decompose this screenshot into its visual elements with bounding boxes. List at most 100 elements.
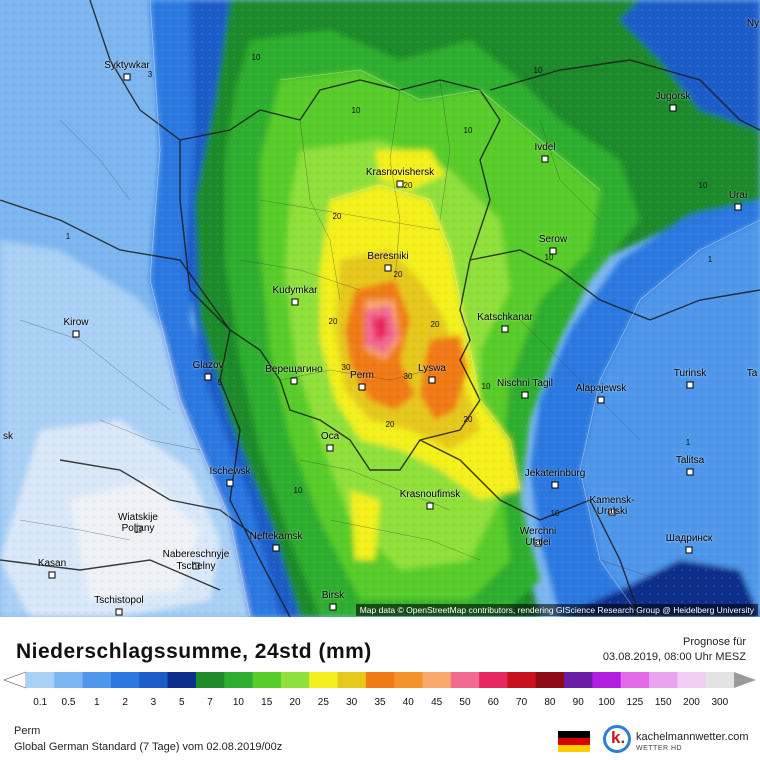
city-marker — [551, 481, 559, 489]
scale-swatch — [195, 672, 225, 688]
scale-swatch — [507, 672, 537, 688]
contour-value-label: 30 — [403, 372, 413, 381]
forecast-label: Prognose für — [683, 636, 746, 648]
city-marker — [501, 325, 509, 333]
scale-swatch — [54, 672, 84, 688]
scale-tick-label: 40 — [402, 697, 414, 708]
city-label: Neftekamsk — [249, 531, 303, 542]
city-marker — [326, 444, 334, 452]
city-label: Tschistopol — [94, 595, 144, 606]
contour-value-label: 20 — [328, 317, 338, 326]
city-label: Talitsa — [675, 455, 705, 466]
scale-swatch — [365, 672, 395, 688]
city-marker — [115, 608, 123, 616]
scale-swatch — [394, 672, 423, 688]
precipitation-map[interactable]: Syktywkar Jugorsk Ivdel Krasnovishersk Urai S… — [0, 0, 760, 617]
city-marker — [291, 298, 299, 306]
city-label: Ischewsk — [209, 466, 251, 477]
flag-stripe-red — [558, 738, 590, 745]
contour-value-label: 3 — [147, 70, 153, 79]
city-label: Urai — [728, 190, 748, 201]
scale-swatch — [592, 672, 622, 688]
city-label: Poljany — [121, 523, 155, 534]
city-label: Krasnoufimsk — [399, 489, 461, 500]
scale-swatch — [82, 672, 112, 688]
city-label: Glazov — [192, 360, 224, 371]
contour-value-label: 20 — [332, 212, 342, 221]
precipitation-field — [0, 0, 760, 617]
scale-swatch — [224, 672, 254, 688]
scale-swatch — [705, 672, 735, 688]
city-marker — [549, 247, 557, 255]
city-marker — [192, 562, 200, 570]
scale-swatch — [139, 672, 169, 688]
city-marker — [608, 508, 616, 516]
city-label: Katschkanar — [477, 312, 533, 323]
kachelmann-logo-icon[interactable]: k. — [603, 725, 631, 753]
scale-tick-label: 3 — [150, 697, 157, 708]
city-label: Wiatskije — [117, 512, 159, 523]
contour-value-label: 20 — [385, 420, 395, 429]
brand-name[interactable]: kachelmannwetter.com — [636, 731, 749, 743]
model-info: Global German Standard (7 Tage) vom 02.0… — [14, 741, 283, 753]
city-marker — [72, 330, 80, 338]
city-label: Turinsk — [673, 368, 707, 379]
german-flag-icon — [558, 731, 590, 752]
scale-swatch — [280, 672, 310, 688]
contour-value-label: 10 — [251, 53, 261, 62]
scale-tick-label: 0.5 — [61, 697, 76, 708]
contour-value-label: 1 — [685, 438, 691, 447]
scale-tick-label: 15 — [261, 697, 273, 708]
scale-tick-label: 7 — [207, 697, 213, 708]
contour-value-label: 10 — [550, 509, 560, 518]
scale-tick-label: 100 — [598, 697, 615, 708]
scale-tick-label: 45 — [431, 697, 443, 708]
city-label: Ny — [746, 18, 760, 29]
city-label: Kamensk- — [589, 495, 635, 506]
contour-value-label: 20 — [430, 320, 440, 329]
scale-swatch — [564, 672, 593, 688]
contour-value-label: 20 — [393, 270, 403, 279]
scale-tick-label: 90 — [572, 697, 584, 708]
scale-tick-label: 30 — [346, 697, 358, 708]
city-marker — [428, 376, 436, 384]
scale-arrow-low — [4, 671, 27, 689]
city-label: Birsk — [321, 590, 345, 601]
city-label: Kirow — [63, 317, 89, 328]
contour-value-label: 10 — [533, 66, 543, 75]
contour-value-label: 10 — [481, 382, 491, 391]
scale-swatch — [535, 672, 565, 688]
city-label: Beresniki — [367, 251, 409, 262]
location-name: Perm — [14, 725, 41, 737]
logo-letter: k. — [611, 728, 626, 747]
city-label: Nischni Tagil — [497, 378, 553, 389]
city-label: Syktywkar — [104, 60, 150, 71]
city-marker — [669, 104, 677, 112]
city-label: Верещагино — [265, 364, 323, 375]
contour-value-label: 1 — [707, 255, 713, 264]
contour-value-label: 10 — [463, 126, 473, 135]
scale-tick-label: 70 — [516, 697, 528, 708]
city-label: Perm — [350, 370, 374, 381]
scale-swatch — [479, 672, 508, 688]
city-label: Ta — [746, 368, 758, 379]
scale-swatch — [337, 672, 367, 688]
scale-tick-label: 0.1 — [33, 697, 48, 708]
scale-swatch — [450, 672, 480, 688]
city-marker — [686, 381, 694, 389]
scale-swatch — [26, 672, 55, 688]
chart-title: Niederschlagssumme, 24std (mm) — [16, 640, 372, 663]
city-marker — [329, 603, 337, 611]
brand-subtitle: WETTER HD — [636, 745, 683, 752]
scale-swatch — [252, 672, 282, 688]
contour-value-label: 20 — [463, 415, 473, 424]
scale-tick-label: 20 — [289, 697, 301, 708]
city-label: Alapajewsk — [575, 383, 627, 394]
scale-tick-label: 50 — [459, 697, 471, 708]
city-label: Krasnovishersk — [365, 167, 435, 178]
scale-swatch — [620, 672, 650, 688]
scale-tick-label: 80 — [544, 697, 556, 708]
scale-tick-label: 60 — [487, 697, 499, 708]
contour-value-label: 10 — [293, 486, 303, 495]
city-label: Nabereschnyje — [162, 549, 230, 560]
